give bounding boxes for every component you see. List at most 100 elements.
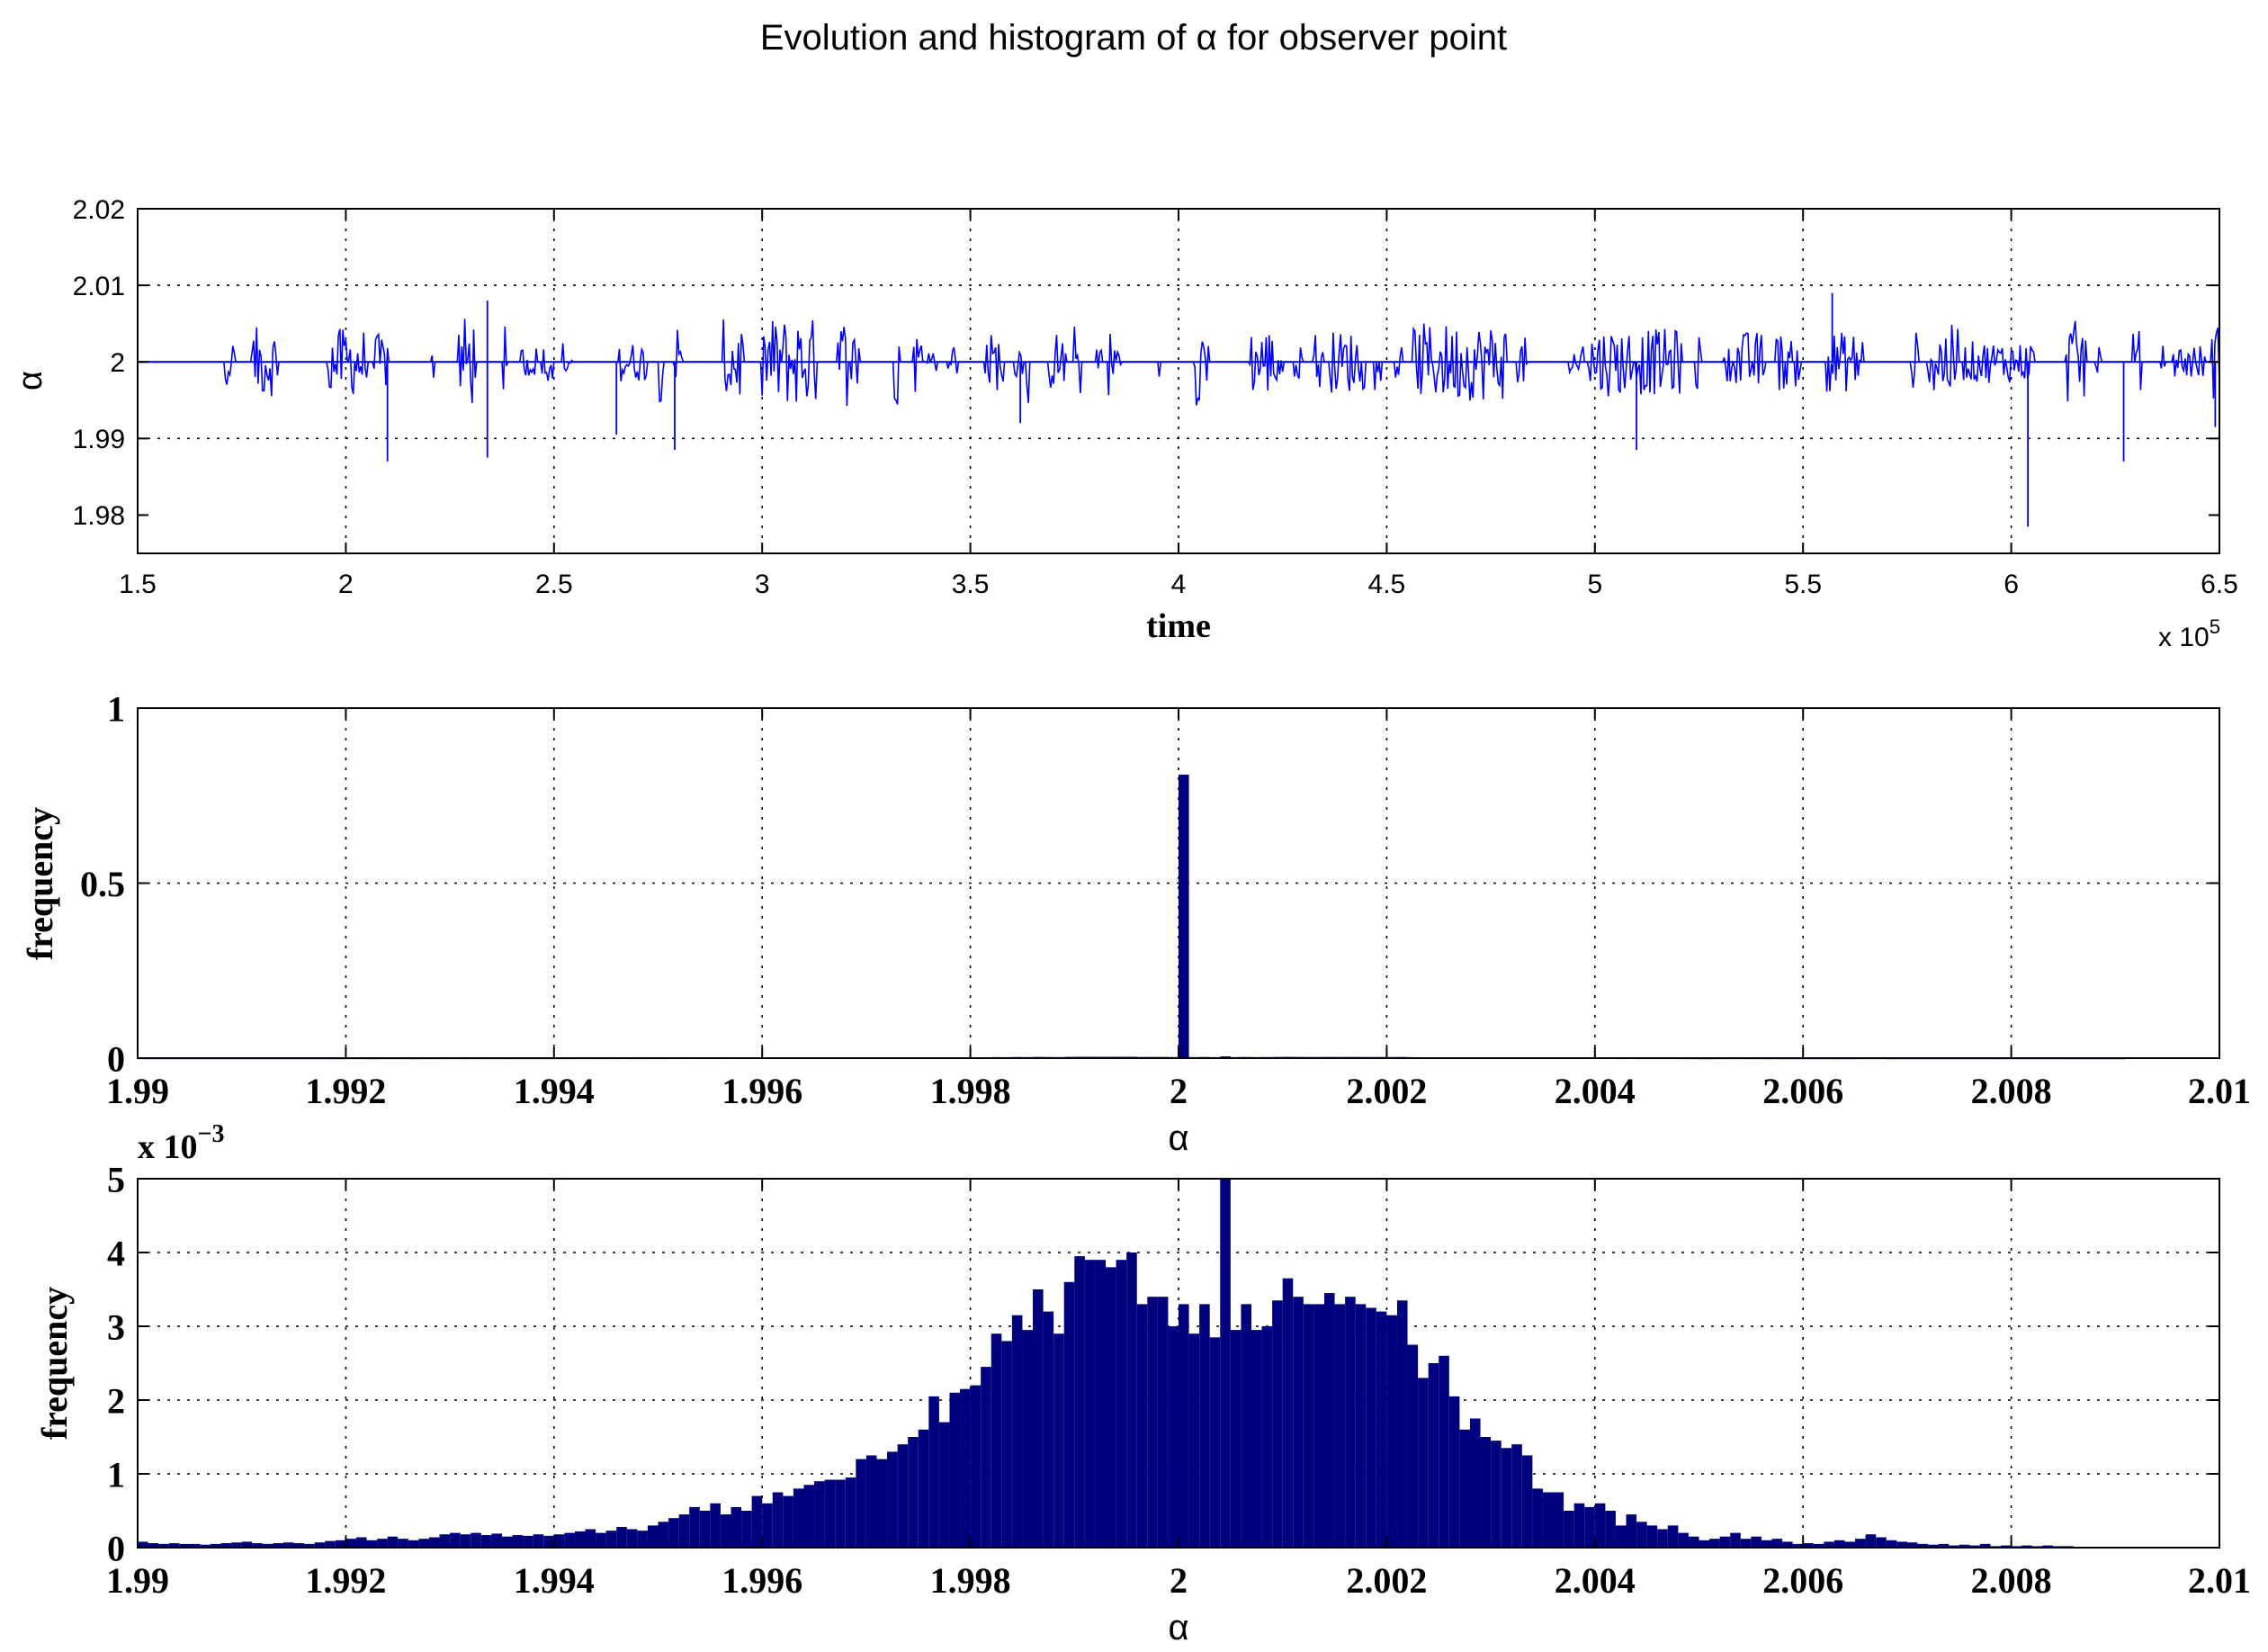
histogram-zoom-bar — [1678, 1532, 1689, 1548]
histogram-zoom-bar — [1272, 1300, 1283, 1548]
histogram-zoom-bar — [1282, 1278, 1294, 1548]
histogram-zoom-bar — [2001, 1545, 2012, 1548]
histogram-zoom-bar — [491, 1533, 502, 1548]
x-tick-label: 1.992 — [305, 1560, 386, 1601]
histogram-zoom-bar — [158, 1543, 169, 1548]
histogram-zoom-bar — [138, 1541, 148, 1548]
histogram-zoom-bar — [345, 1539, 356, 1548]
histogram-zoom-bar — [762, 1503, 773, 1548]
histogram-zoom-bar — [720, 1514, 731, 1548]
figure-title: Evolution and histogram of α for observe… — [760, 18, 1507, 58]
histogram-zoom-bar — [168, 1543, 180, 1548]
histogram-zoom-bar — [1573, 1503, 1585, 1548]
histogram-zoom-ylabel: frequency — [34, 1287, 75, 1440]
histogram-zoom-bar — [960, 1388, 971, 1548]
x-tick-label: 2 — [1170, 1071, 1188, 1111]
histogram-zoom-bar — [1157, 1297, 1169, 1548]
histogram-zoom-bar — [596, 1532, 606, 1548]
histogram-zoom-bar — [1345, 1297, 1356, 1548]
histogram-zoom-bar — [1855, 1539, 1866, 1548]
y-tick-label: 3 — [107, 1306, 125, 1347]
histogram-zoom-bar — [741, 1511, 752, 1548]
histogram-zoom-bar — [210, 1543, 221, 1548]
histogram-zoom-bar — [637, 1531, 648, 1548]
histogram-zoom-bar — [678, 1514, 690, 1548]
x-tick-label: 2.5 — [535, 570, 573, 599]
histogram-zoom-bar — [824, 1479, 836, 1548]
histogram-zoom-bar — [1928, 1544, 1939, 1548]
histogram-zoom-bar — [1448, 1396, 1460, 1548]
histogram-zoom-bar — [897, 1444, 909, 1548]
histogram-zoom-bar — [793, 1488, 804, 1548]
histogram-zoom-y-exponent: x 10−3 — [138, 1120, 224, 1166]
histogram-zoom-bar — [1209, 1337, 1221, 1548]
histogram-zoom-bar — [1168, 1326, 1179, 1548]
histogram-zoom-bar — [1584, 1506, 1595, 1548]
histogram-zoom-bar — [1428, 1363, 1439, 1548]
histogram-zoom-bar — [876, 1459, 888, 1548]
histogram-zoom-bar — [1771, 1539, 1783, 1548]
histogram-zoom-bar — [1719, 1536, 1731, 1548]
histogram-zoom-bar — [553, 1534, 565, 1548]
histogram-zoom-bar — [1564, 1511, 1574, 1548]
histogram-zoom-bar — [1303, 1304, 1314, 1548]
alpha-time-series — [138, 292, 2220, 527]
y-tick-label: 2.01 — [73, 272, 125, 301]
x-tick-label: 1.5 — [119, 570, 157, 599]
histogram-zoom-bar — [1605, 1511, 1616, 1548]
histogram-ylabel: frequency — [20, 807, 60, 960]
histogram-zoom-bar — [1418, 1378, 1429, 1548]
histogram-zoom-bar — [1699, 1540, 1710, 1548]
histogram-zoom-bar — [1906, 1542, 1918, 1548]
histogram-zoom-bar — [1323, 1293, 1335, 1548]
evolution-plot: 1.5 2 2.5 3 3.5 4 4.5 5 5.5 6 6.5 1.98 1.99 2 2.01 2.02… — [12, 195, 2238, 652]
y-tick-label: 1.99 — [73, 425, 125, 454]
histogram-zoom-bar — [220, 1543, 232, 1548]
y-tick-label: 0 — [107, 1528, 125, 1568]
y-tick-label: 2.02 — [73, 195, 125, 225]
histogram-zoom-bar — [626, 1529, 638, 1548]
histogram-zoom-bar — [273, 1543, 283, 1548]
histogram-zoom-bar — [1106, 1267, 1116, 1548]
histogram-zoom-xlabel: α — [1168, 1608, 1188, 1648]
histogram-zoom-bar — [179, 1543, 190, 1548]
histogram-zoom-bar — [480, 1535, 492, 1548]
histogram-zoom-bar — [533, 1534, 544, 1548]
x-tick-label: 2.01 — [2188, 1071, 2251, 1111]
histogram-zoom-bar — [1001, 1341, 1012, 1548]
x-tick-label: 3 — [755, 570, 770, 599]
histogram-zoom-bar — [1959, 1544, 1970, 1548]
histogram-zoom-bar — [1179, 1304, 1189, 1548]
histogram-zoom-bar — [710, 1503, 721, 1548]
x-tick-label: 5.5 — [1784, 570, 1822, 599]
histogram-zoom-bar — [1199, 1304, 1210, 1548]
histogram-plot: 1.99 1.992 1.994 1.996 1.998 2 2.002 2.004 2.006… — [20, 688, 2251, 1158]
x-tick-label: 1.998 — [930, 1071, 1011, 1111]
histogram-zoom-bar — [772, 1492, 784, 1548]
y-tick-label: 0 — [107, 1038, 125, 1079]
histogram-zoom-bar — [325, 1540, 336, 1548]
evolution-x-exponent: x 105 — [2158, 615, 2220, 652]
histogram-zoom-bar — [574, 1531, 586, 1548]
y-tick-label: 2 — [110, 348, 125, 378]
histogram-zoom-bar — [814, 1481, 825, 1548]
histogram-zoom-bar — [1938, 1543, 1950, 1548]
histogram-zoom-bar — [856, 1459, 866, 1548]
histogram-zoom-bar — [512, 1535, 524, 1548]
x-tick-label: 3.5 — [952, 570, 990, 599]
histogram-zoom-bar — [1979, 1543, 1991, 1548]
histogram-zoom-bar — [1761, 1540, 1772, 1548]
histogram-zoom-bar — [1751, 1536, 1762, 1548]
histogram-zoom-bar — [1521, 1455, 1533, 1548]
x-tick-label: 2.01 — [2188, 1560, 2251, 1601]
histogram-zoom-bar — [918, 1429, 929, 1548]
histogram-zoom-bar — [1407, 1344, 1419, 1548]
histogram-zoom-bar — [314, 1542, 326, 1548]
histogram-zoom-bar — [1022, 1330, 1034, 1548]
histogram-zoom-bar — [1147, 1297, 1158, 1548]
histogram-zoom-bar — [252, 1543, 263, 1548]
histogram-zoom-bar — [1063, 1281, 1075, 1548]
histogram-zoom-bar — [1293, 1297, 1304, 1548]
x-tick-label: 6.5 — [2201, 570, 2238, 599]
histogram-zoom-bar — [1480, 1437, 1492, 1548]
